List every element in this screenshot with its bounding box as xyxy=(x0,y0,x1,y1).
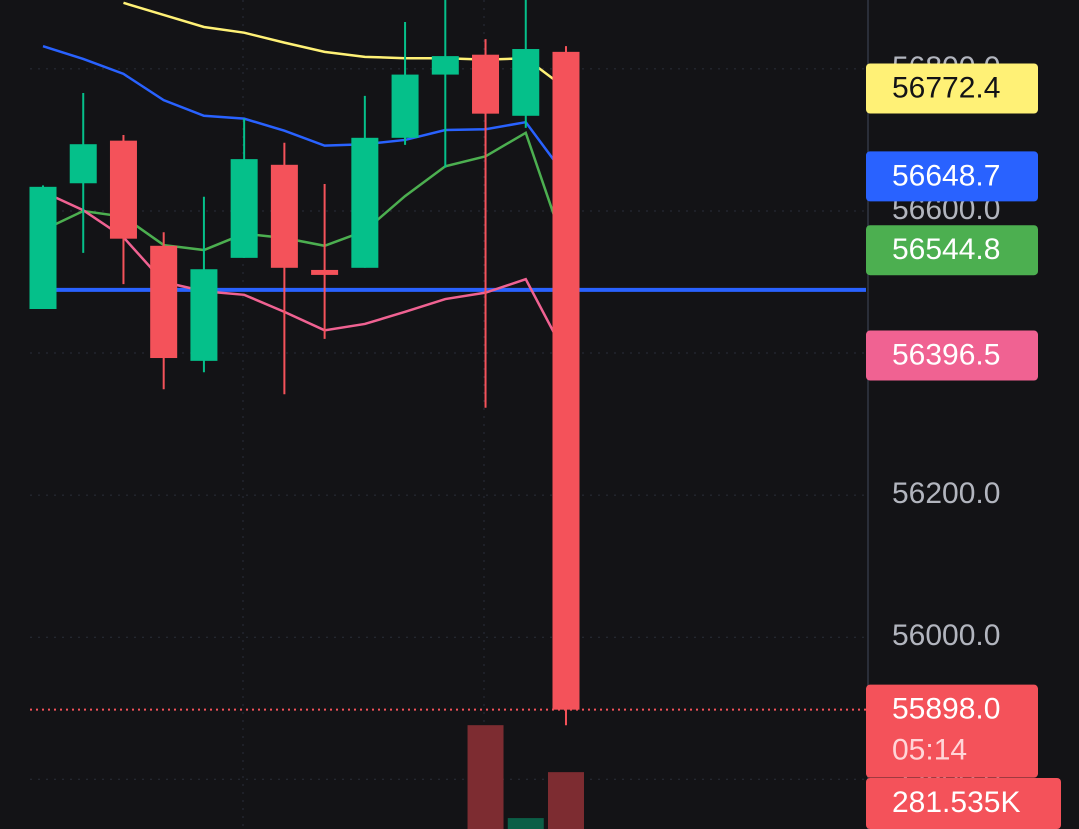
volume-bar xyxy=(547,772,584,829)
price-tag-label: 56772.4 xyxy=(892,71,1000,104)
last-price-tag xyxy=(866,684,1038,778)
volume-tag-label: 281.535K xyxy=(892,786,1020,819)
candle-body xyxy=(270,164,298,268)
candles xyxy=(29,0,580,726)
candle-body xyxy=(29,186,57,310)
candle-body xyxy=(431,56,459,75)
volume-bar xyxy=(467,725,504,829)
y-tick-label: 56000.0 xyxy=(892,619,1000,652)
candle-body xyxy=(552,51,580,710)
candle-body xyxy=(230,159,258,258)
candle-body xyxy=(351,137,379,268)
candle-body xyxy=(150,245,178,359)
volume xyxy=(467,725,584,829)
price-tag-label: 56396.5 xyxy=(892,338,1000,371)
price-tag xyxy=(866,225,1038,276)
candle-body xyxy=(69,144,97,184)
volume-tag xyxy=(866,778,1061,829)
price-tag xyxy=(866,330,1038,381)
candle-body xyxy=(512,49,540,116)
volume-bar xyxy=(507,818,544,829)
last-price-label: 55898.0 xyxy=(892,693,1000,726)
price-tag-label: 56544.8 xyxy=(892,233,1000,266)
price-tag-label: 56648.7 xyxy=(892,159,1000,192)
candle-body xyxy=(311,269,339,275)
candle-body xyxy=(109,140,137,239)
y-tick-label: 56200.0 xyxy=(892,477,1000,510)
moving-average-line xyxy=(42,44,567,178)
candle-body xyxy=(391,74,419,138)
price-tag xyxy=(866,63,1038,114)
price-tag xyxy=(866,151,1038,202)
grid xyxy=(30,68,866,780)
countdown-label: 05:14 xyxy=(892,734,967,767)
price-tags: 56772.4 56648.7 56544.8 56396.5 55898.0 05:14… xyxy=(866,63,1061,829)
candle-body xyxy=(190,269,218,361)
moving-average-line xyxy=(42,190,568,357)
candle-body xyxy=(472,54,500,114)
